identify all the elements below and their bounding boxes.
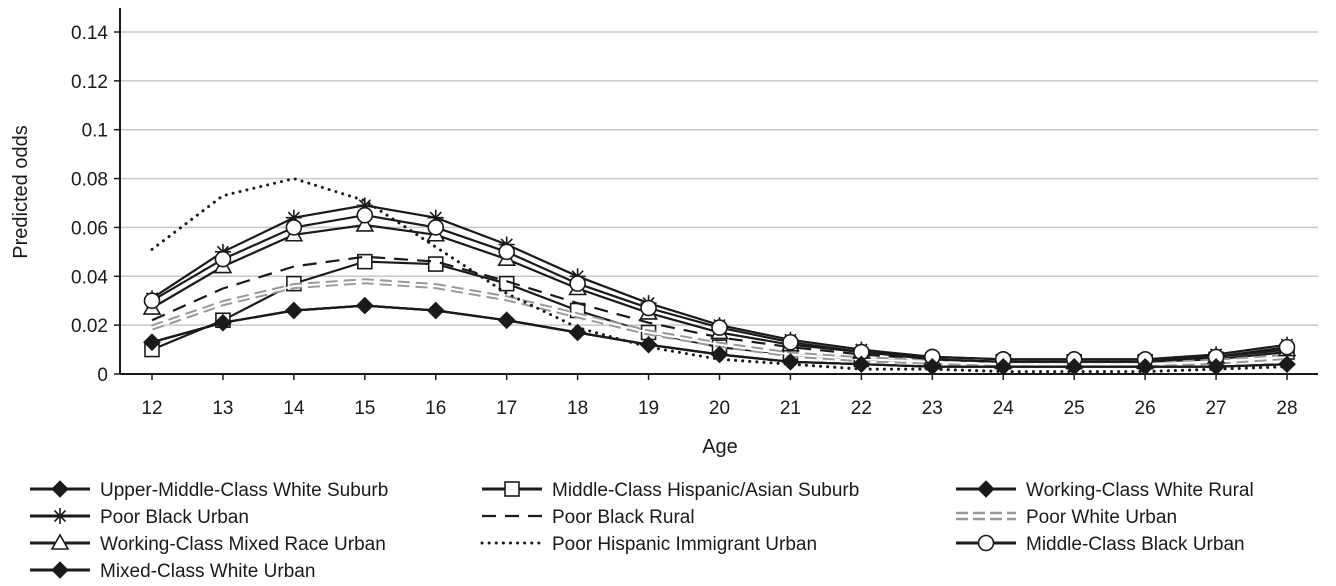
data-point: [977, 480, 995, 498]
legend-item: Working-Class White Rural: [956, 480, 1254, 501]
series-line: [150, 177, 1289, 374]
y-tick-label: 0.02: [71, 316, 108, 337]
legend-item: Mixed-Class White Urban: [30, 561, 315, 582]
data-point: [977, 534, 995, 552]
x-tick-label: 14: [283, 398, 305, 419]
x-tick-label: 24: [993, 398, 1015, 419]
x-tick-label: 20: [709, 398, 730, 419]
series-middle-class-black-urban: [143, 206, 1296, 368]
x-tick-label: 19: [638, 398, 659, 419]
data-point: [710, 345, 729, 364]
legend-label: Mixed-Class White Urban: [100, 561, 315, 582]
x-axis-label: Age: [702, 436, 738, 458]
legend-label: Poor Black Rural: [552, 507, 695, 528]
data-point: [285, 219, 303, 236]
x-tick-label: 15: [354, 398, 375, 419]
legend-label: Upper-Middle-Class White Suburb: [100, 480, 388, 501]
data-point: [1136, 357, 1154, 376]
data-point: [356, 296, 374, 315]
x-tick-label: 22: [851, 398, 872, 419]
legend-item: Poor White Urban: [956, 507, 1177, 528]
x-tick-label: 18: [567, 398, 588, 419]
y-tick-label: 0.08: [71, 170, 108, 191]
data-point: [427, 219, 445, 236]
data-point: [1278, 355, 1296, 373]
legend-item: Middle-Class Hispanic/Asian Suburb: [482, 480, 859, 501]
legend-item: Poor Black Urban: [30, 507, 249, 528]
data-point: [143, 292, 161, 310]
data-point: [356, 206, 374, 224]
data-point: [923, 357, 942, 376]
data-point: [711, 319, 728, 336]
y-tick-label: 0.06: [71, 218, 108, 239]
data-point: [569, 275, 586, 292]
y-tick-label: 0: [97, 365, 108, 386]
x-tick-label: 23: [922, 398, 943, 419]
legend-item: Upper-Middle-Class White Suburb: [30, 480, 388, 501]
data-point: [1065, 357, 1083, 376]
x-tick-label: 16: [425, 398, 446, 419]
data-point: [994, 357, 1012, 376]
legend-label: Middle-Class Black Urban: [1026, 534, 1245, 555]
data-point: [51, 480, 69, 498]
legend-label: Middle-Class Hispanic/Asian Suburb: [552, 480, 859, 501]
legend: Upper-Middle-Class White Suburb Middle-Cl…: [30, 480, 1254, 582]
legend-item: Working-Class Mixed Race Urban: [30, 533, 386, 555]
x-axis-ticks: 12 13 14 15 16 17 18 19 20 21 22 23 24 25 26 27 28: [141, 374, 1298, 419]
data-point: [782, 333, 799, 351]
data-point: [427, 301, 445, 320]
data-point: [568, 323, 587, 342]
data-point: [852, 355, 871, 373]
data-point: [355, 215, 375, 232]
y-tick-label: 0.14: [71, 23, 108, 44]
series-line-inner: [151, 280, 1288, 366]
x-tick-label: 12: [141, 398, 162, 419]
x-tick-label: 26: [1135, 398, 1156, 419]
x-tick-label: 25: [1064, 398, 1085, 419]
legend-label: Poor White Urban: [1026, 507, 1177, 528]
data-point: [285, 301, 303, 320]
legend-item: Poor Black Rural: [482, 507, 695, 528]
data-point: [143, 333, 161, 351]
data-point: [640, 299, 657, 317]
series-lines: [142, 177, 1297, 376]
data-point: [52, 508, 68, 524]
x-tick-label: 28: [1276, 398, 1297, 419]
data-point: [497, 311, 516, 329]
x-tick-label: 13: [212, 398, 233, 419]
data-point: [51, 561, 69, 579]
x-tick-label: 17: [496, 398, 517, 419]
y-axis-label: Predicted odds: [10, 125, 32, 258]
legend-label: Poor Black Urban: [100, 507, 249, 528]
legend-label: Working-Class White Rural: [1026, 480, 1254, 501]
data-point: [504, 481, 520, 497]
legend-label: Poor Hispanic Immigrant Urban: [552, 534, 817, 555]
data-point: [498, 243, 515, 261]
data-point: [781, 353, 800, 371]
x-tick-label: 21: [780, 398, 801, 419]
series-poor-hispanic-immigrant-urban: [150, 177, 1289, 374]
y-axis-ticks: 0 0.02 0.04 0.06 0.08 0.1 0.12 0.14: [71, 23, 120, 386]
y-tick-label: 0.1: [82, 121, 108, 142]
legend-item: Middle-Class Black Urban: [956, 534, 1245, 555]
data-point: [214, 250, 232, 268]
series-poor-white-urban: [151, 278, 1288, 368]
series-mixed-class-white-urban: [143, 296, 1296, 376]
data-point: [214, 313, 232, 332]
data-point: [1207, 357, 1225, 376]
y-tick-label: 0.12: [71, 72, 108, 93]
y-tick-label: 0.04: [71, 267, 108, 288]
data-point: [639, 335, 658, 354]
data-point: [50, 533, 70, 550]
legend-item: Poor Hispanic Immigrant Urban: [480, 534, 817, 555]
data-point: [1278, 338, 1296, 356]
x-tick-label: 27: [1205, 398, 1226, 419]
legend-label: Working-Class Mixed Race Urban: [100, 534, 386, 555]
